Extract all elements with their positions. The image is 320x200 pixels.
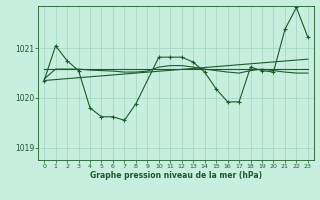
X-axis label: Graphe pression niveau de la mer (hPa): Graphe pression niveau de la mer (hPa): [90, 171, 262, 180]
